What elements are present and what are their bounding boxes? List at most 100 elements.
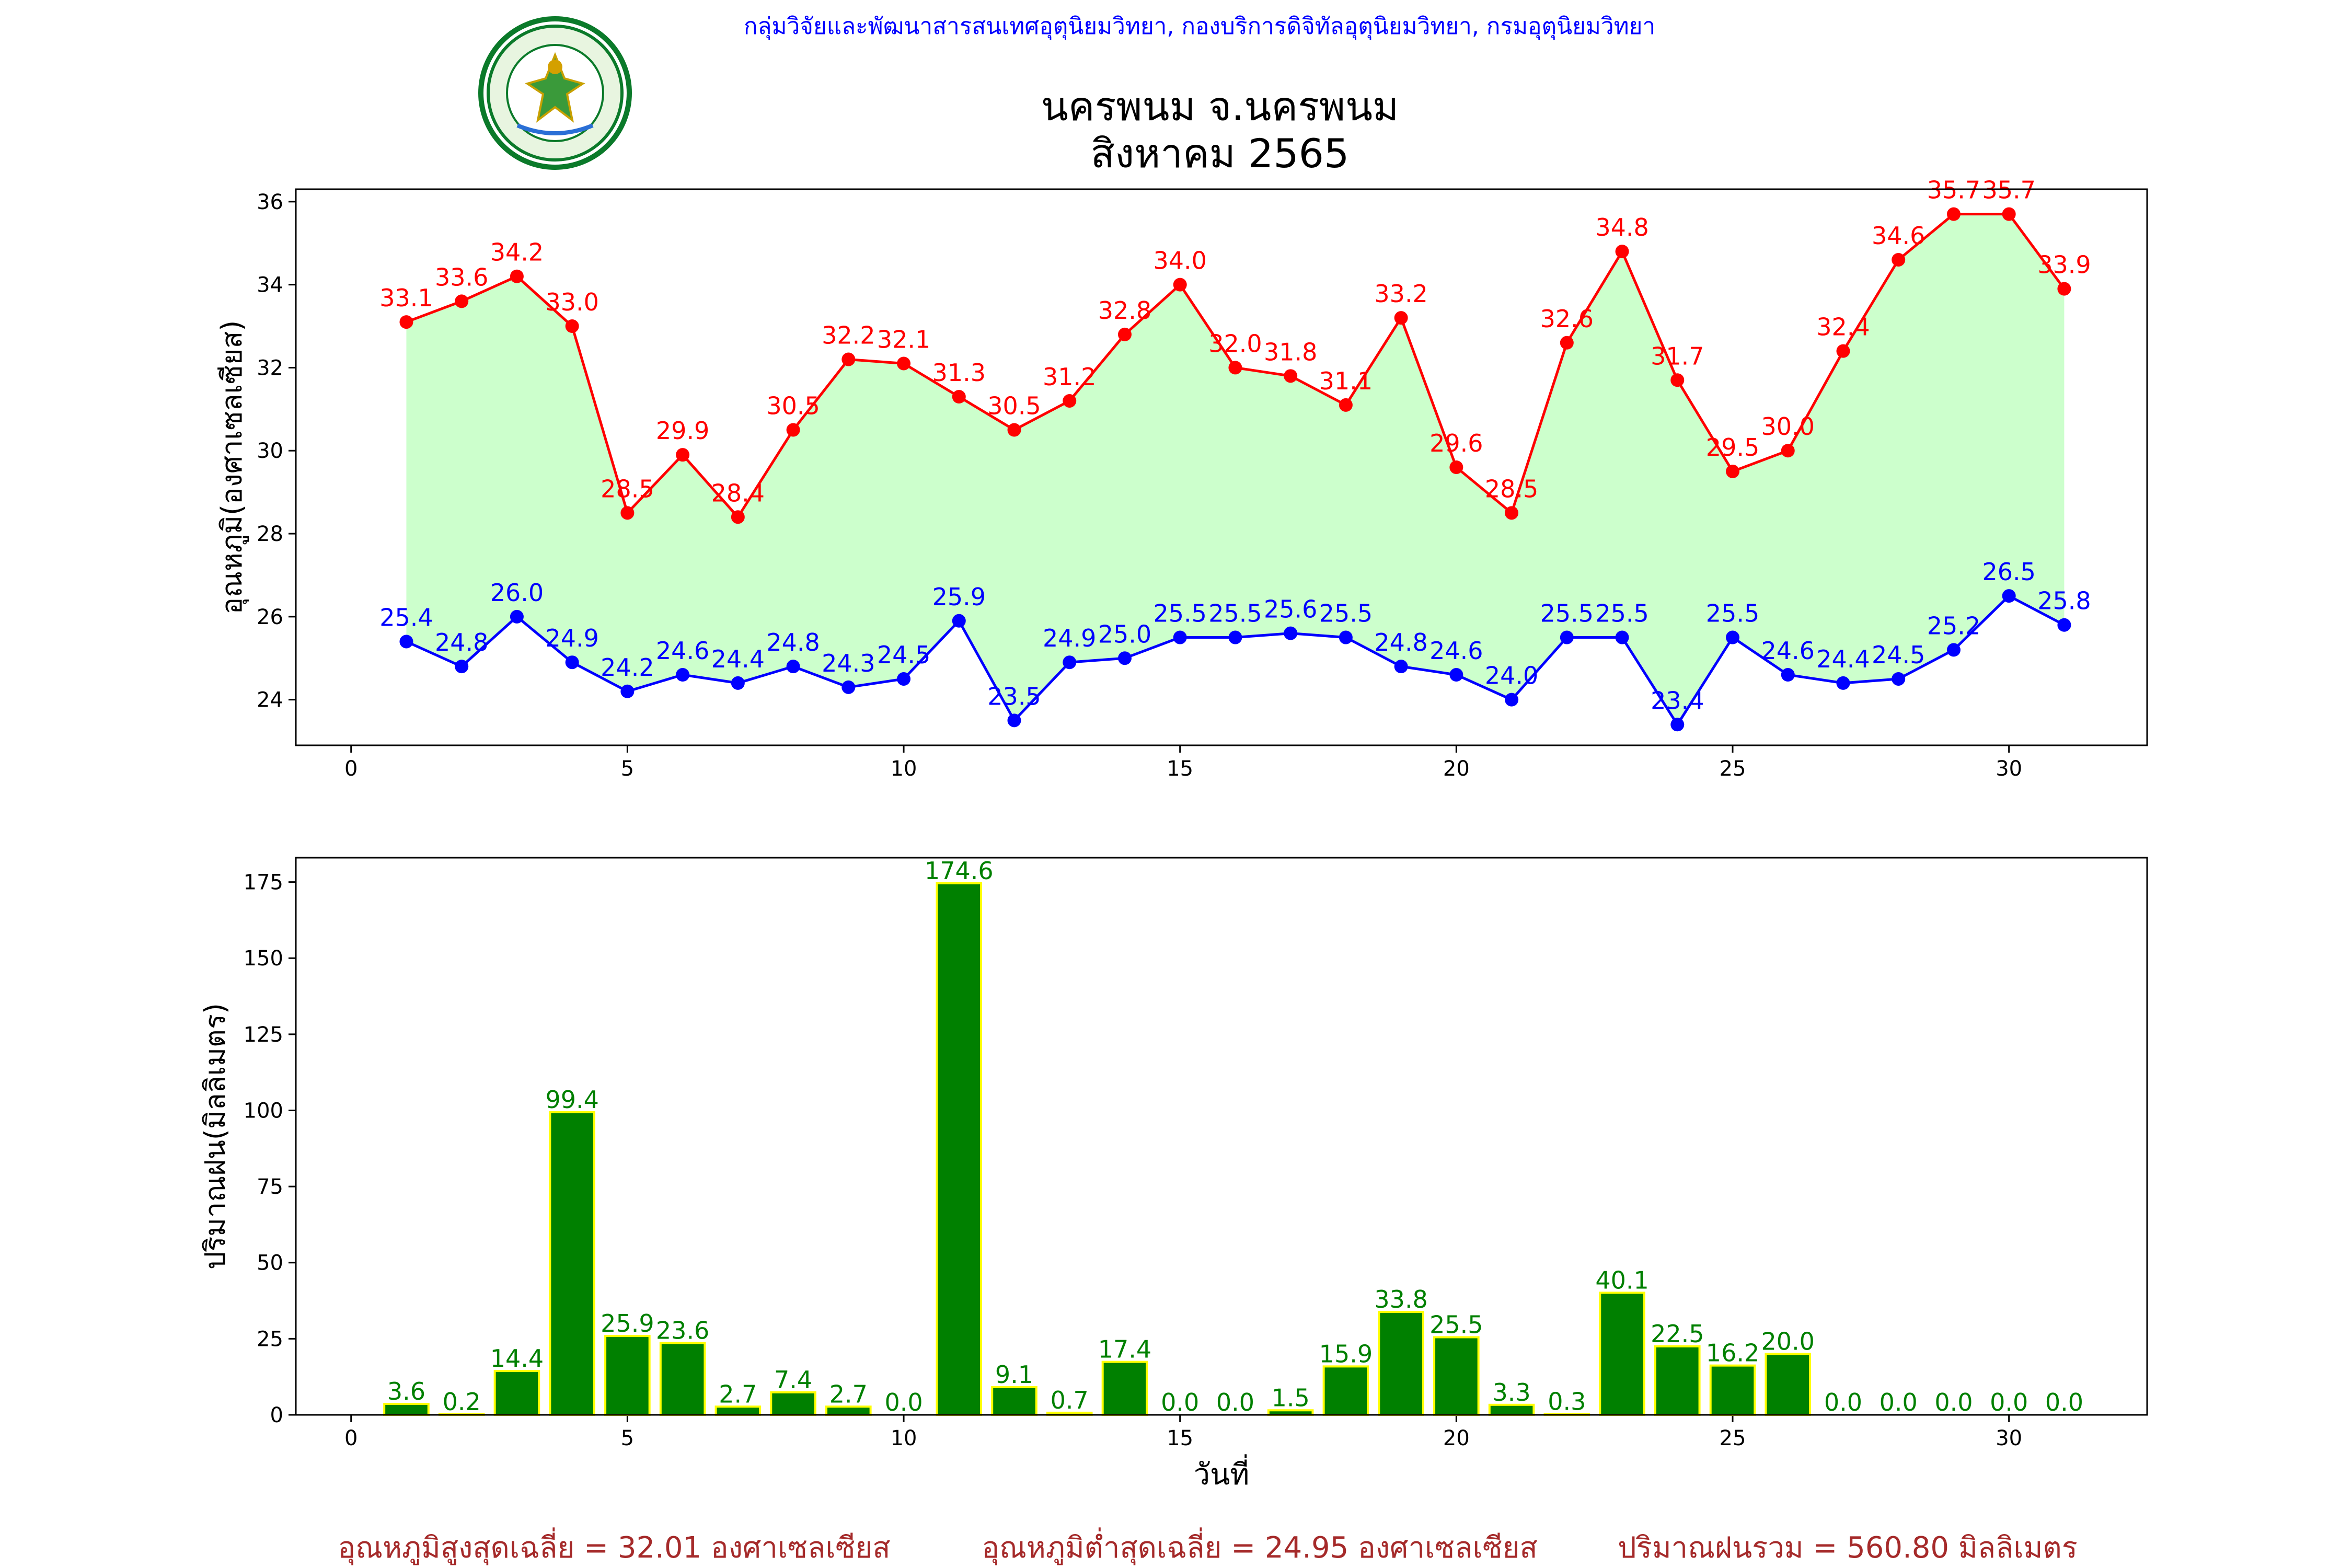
max-temperature-point [897, 356, 911, 371]
max-temperature-label: 33.1 [379, 284, 433, 312]
max-temperature-point [1615, 245, 1629, 259]
min-temperature-label: 24.6 [1429, 637, 1483, 665]
min-temperature-point [1173, 630, 1187, 644]
rainfall-bar-label: 0.0 [1990, 1388, 2028, 1416]
min-temperature-point [841, 680, 856, 694]
min-temperature-point [1117, 651, 1132, 665]
summary-average-min: อุณหภูมิต่ำสุดเฉลี่ย = 24.95 องศาเซลเซีย… [982, 1527, 1537, 1565]
rainfall-bar [1433, 1336, 1480, 1416]
rainfall-y-tick-label: 50 [257, 1251, 283, 1275]
rainfall-y-tick-label: 100 [244, 1099, 283, 1123]
min-temperature-point [455, 660, 469, 674]
max-temperature-point [1892, 252, 1906, 267]
rainfall-y-tick-label: 75 [257, 1175, 283, 1199]
rainfall-bar-label: 0.0 [2045, 1388, 2083, 1416]
rainfall-y-tick-label: 125 [244, 1023, 283, 1047]
max-temperature-point [510, 269, 524, 283]
max-temperature-point [1339, 398, 1353, 412]
min-temperature-point [399, 635, 413, 649]
rainfall-frame [295, 857, 2148, 1416]
rainfall-bar [493, 1370, 540, 1416]
max-temperature-label: 34.6 [1872, 222, 1925, 250]
min-temperature-label: 24.9 [1043, 624, 1096, 652]
max-temperature-label: 32.0 [1208, 329, 1262, 358]
max-temperature-label: 29.5 [1706, 433, 1759, 462]
rainfall-bar [936, 882, 983, 1416]
max-temperature-label: 29.9 [656, 417, 709, 445]
min-temperature-point [1946, 643, 1961, 657]
max-temperature-label: 32.2 [822, 321, 875, 350]
min-temperature-label: 25.5 [1706, 599, 1759, 628]
rainfall-y-axis-label: ปริมาณฝน(มิลลิเมตร) [199, 1003, 232, 1270]
rainfall-bar [383, 1403, 430, 1416]
max-temperature-point [1063, 394, 1077, 408]
min-temperature-point [1394, 660, 1408, 674]
max-temperature-point [1505, 506, 1519, 520]
min-temperature-label: 23.5 [987, 682, 1041, 710]
min-temperature-label: 25.8 [2037, 587, 2091, 615]
rainfall-bar-label: 2.7 [719, 1380, 757, 1408]
max-temperature-label: 28.5 [601, 475, 654, 503]
min-temperature-label: 25.2 [1927, 612, 1980, 640]
rainfall-x-axis-label: วันที่ [1194, 1454, 1250, 1492]
max-temperature-label: 34.0 [1153, 247, 1206, 275]
min-temperature-point [1781, 668, 1795, 682]
min-temperature-point [952, 614, 966, 628]
max-temperature-label: 35.7 [1982, 176, 2035, 204]
temperature-y-tick-label: 30 [257, 439, 283, 463]
max-temperature-label: 31.3 [932, 359, 986, 387]
rainfall-bar-label: 0.0 [884, 1388, 923, 1416]
max-temperature-point [565, 319, 579, 333]
min-temperature-label: 24.8 [1374, 628, 1427, 656]
rainfall-x-tick-label: 10 [891, 1426, 917, 1450]
max-temperature-label: 32.6 [1540, 305, 1594, 333]
max-temperature-label: 34.8 [1595, 213, 1648, 241]
max-temperature-point [1173, 278, 1187, 292]
max-temperature-point [2057, 282, 2071, 296]
min-temperature-label: 25.5 [1319, 599, 1373, 628]
max-temperature-point [1284, 369, 1298, 383]
temperature-range-fill [406, 214, 2065, 725]
summary-total-rain: ปริมาณฝนรวม = 560.80 มิลลิเมตร [1618, 1531, 2078, 1565]
min-temperature-label: 25.4 [379, 603, 433, 631]
rainfall-bar [604, 1335, 651, 1416]
rainfall-x-tick-label: 30 [1996, 1426, 2022, 1450]
rainfall-bar [991, 1386, 1037, 1416]
min-temperature-point [1560, 630, 1574, 644]
max-temperature-label: 35.7 [1927, 176, 1980, 204]
rainfall-bar-label: 0.2 [443, 1388, 481, 1416]
rainfall-y-tick-label: 150 [244, 947, 283, 971]
rainfall-bar-label: 22.5 [1651, 1320, 1704, 1348]
max-temperature-label: 33.9 [2037, 251, 2091, 279]
rainfall-bar-label: 14.4 [490, 1344, 544, 1373]
rainfall-bar-label: 0.0 [1824, 1388, 1862, 1416]
min-temperature-point [1505, 693, 1519, 707]
min-temperature-label: 26.5 [1982, 558, 2035, 586]
max-temperature-point [455, 294, 469, 308]
temperature-y-tick-label: 32 [257, 356, 283, 380]
min-temperature-label: 25.5 [1595, 599, 1648, 628]
rainfall-bar-label: 7.4 [774, 1366, 812, 1394]
max-temperature-point [1228, 361, 1242, 375]
rainfall-x-tick-label: 0 [344, 1426, 358, 1450]
min-temperature-label: 24.5 [1872, 641, 1925, 669]
rainfall-bar [1599, 1292, 1645, 1416]
min-temperature-label: 25.0 [1098, 620, 1151, 648]
rainfall-bar-label: 0.0 [1161, 1388, 1199, 1416]
min-temperature-label: 25.5 [1540, 599, 1594, 628]
rainfall-bar-label: 1.5 [1272, 1383, 1310, 1412]
temperature-x-tick-label: 5 [621, 757, 634, 781]
min-temperature-label: 24.9 [545, 624, 598, 652]
max-temperature-point [1117, 327, 1132, 341]
max-temperature-point [1670, 373, 1685, 387]
max-temperature-label: 32.4 [1816, 313, 1870, 341]
temperature-x-tick-label: 10 [891, 757, 917, 781]
temperature-y-tick-label: 26 [257, 605, 283, 629]
rainfall-bar-label: 25.9 [601, 1309, 654, 1338]
min-temperature-point [731, 676, 745, 690]
min-temperature-point [1228, 630, 1242, 644]
max-temperature-point [1007, 423, 1021, 437]
rainfall-bar [1101, 1361, 1148, 1416]
rainfall-bar-label: 25.5 [1429, 1310, 1483, 1339]
